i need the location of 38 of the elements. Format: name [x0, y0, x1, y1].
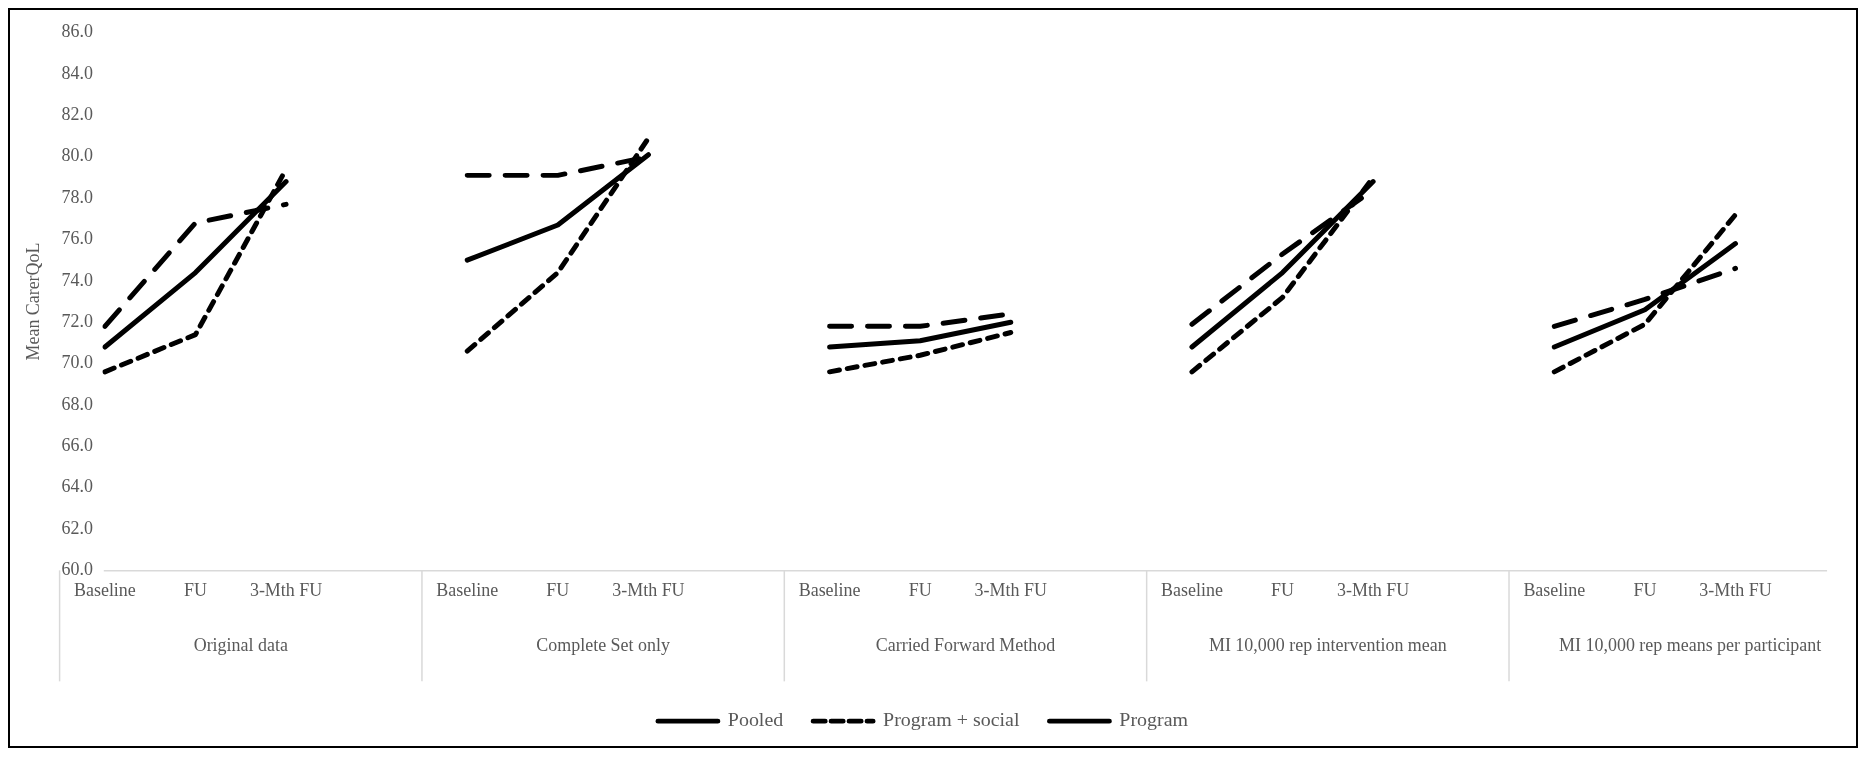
x-tick-label: Baseline: [1523, 579, 1586, 600]
text: MI 10,000 rep means per participant: [1559, 635, 1822, 656]
text: MI 10,000 rep intervention mean: [1208, 635, 1447, 656]
x-tick-label: FU: [1633, 579, 1657, 600]
y-tick-label: 82.0: [61, 104, 93, 125]
x-tick-label: FU: [1271, 579, 1295, 600]
text: Complete Set only: [536, 635, 670, 656]
legend-label: Program: [1119, 708, 1189, 732]
y-tick-label: 62.0: [61, 517, 93, 538]
y-tick-label: 86.0: [61, 21, 93, 42]
x-tick-label: FU: [908, 579, 932, 600]
x-tick-label: FU: [546, 579, 570, 600]
y-tick-label: 64.0: [61, 476, 93, 497]
y-tick-label: 74.0: [61, 269, 93, 290]
x-tick-label: Baseline: [798, 579, 861, 600]
x-tick-label: Baseline: [73, 579, 136, 600]
legend-label: Program + social: [883, 708, 1020, 732]
legend-label: Pooled: [727, 708, 784, 731]
y-tick-label: 84.0: [61, 62, 93, 83]
x-tick-label: Baseline: [436, 579, 499, 600]
y-tick-label: 78.0: [61, 186, 93, 207]
y-tick-label: 68.0: [61, 393, 93, 414]
y-axis-title: Mean CarerQoL: [23, 242, 44, 361]
y-tick-label: 80.0: [61, 145, 93, 166]
x-tick-label: 3-Mth FU: [612, 579, 685, 600]
y-tick-label: 70.0: [61, 352, 93, 373]
x-tick-label: 3-Mth FU: [249, 579, 323, 600]
x-tick-label: Baseline: [1161, 579, 1223, 600]
y-tick-label: 60.0: [61, 559, 93, 580]
x-tick-label: 3-Mth FU: [1699, 579, 1772, 600]
text: Carried Forward Method: [875, 635, 1056, 656]
x-tick-label: FU: [184, 579, 208, 600]
y-tick-label: 72.0: [61, 310, 93, 331]
x-tick-label: 3-Mth FU: [1336, 579, 1410, 600]
y-tick-label: 76.0: [61, 228, 93, 249]
x-tick-label: 3-Mth FU: [974, 579, 1047, 600]
text: Original data: [193, 635, 288, 656]
y-tick-label: 66.0: [61, 435, 93, 455]
